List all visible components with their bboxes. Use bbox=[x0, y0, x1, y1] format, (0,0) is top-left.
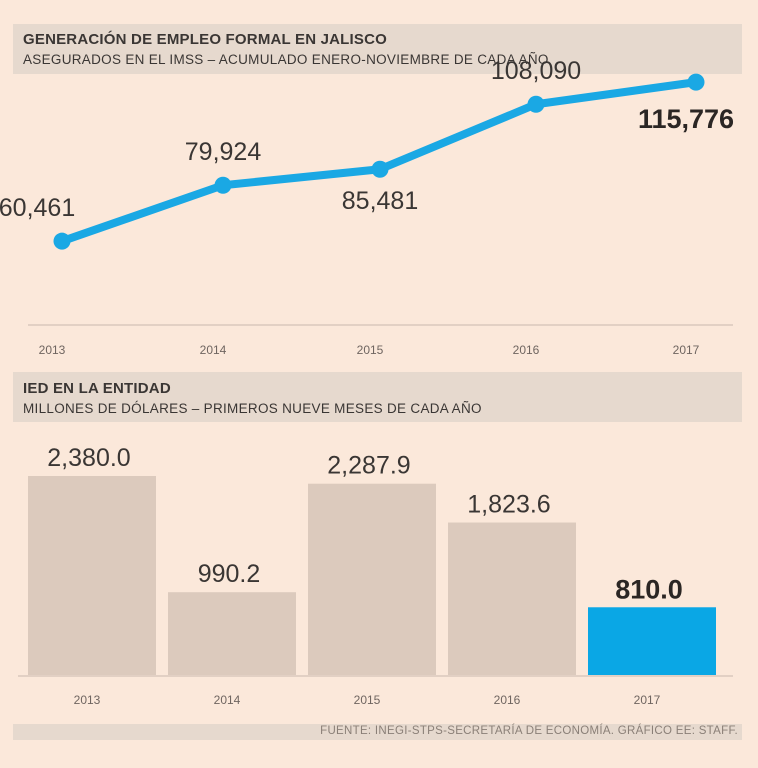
bar-year-tick: 2015 bbox=[354, 693, 381, 707]
bar-year-tick: 2017 bbox=[634, 693, 661, 707]
employment-point bbox=[687, 73, 705, 91]
line-chart: 60,461 2013 79,924 2014 85,481 2015 108,090 201… bbox=[0, 57, 734, 357]
employment-point bbox=[527, 95, 545, 113]
line-chart-header: GENERACIÓN DE EMPLEO FORMAL EN JALISCO A… bbox=[13, 24, 742, 74]
ied-bar bbox=[168, 592, 296, 675]
employment-point bbox=[53, 232, 71, 250]
line-year-tick: 2014 bbox=[200, 343, 227, 357]
ied-bar bbox=[588, 607, 716, 675]
bar-chart: 2,380.0 2013 990.2 2014 2,287.9 2015 1,823.6 20… bbox=[18, 444, 733, 707]
employment-value-label: 85,481 bbox=[342, 187, 418, 215]
bar-year-tick: 2014 bbox=[214, 693, 241, 707]
ied-value-label: 990.2 bbox=[198, 560, 261, 588]
line-chart-title: GENERACIÓN DE EMPLEO FORMAL EN JALISCO bbox=[23, 31, 388, 48]
employment-value-label: 115,776 bbox=[638, 104, 734, 134]
ied-value-label: 810.0 bbox=[615, 574, 683, 604]
ied-bar bbox=[308, 483, 436, 675]
ied-value-label: 2,287.9 bbox=[327, 452, 410, 480]
line-year-tick: 2017 bbox=[673, 343, 700, 357]
ied-bar bbox=[28, 476, 156, 675]
line-year-tick: 2013 bbox=[39, 343, 66, 357]
employment-point bbox=[371, 160, 389, 178]
ied-value-label: 1,823.6 bbox=[467, 491, 550, 519]
employment-value-label: 60,461 bbox=[0, 194, 75, 222]
line-chart-subtitle: ASEGURADOS EN EL IMSS – ACUMULADO ENERO-… bbox=[23, 52, 549, 67]
source-text: FUENTE: INEGI-STPS-SECRETARÍA DE ECONOMÍ… bbox=[320, 725, 738, 737]
ied-bar bbox=[448, 522, 576, 675]
bar-chart-subtitle: MILLONES DE DÓLARES – PRIMEROS NUEVE MES… bbox=[23, 401, 482, 416]
bar-year-tick: 2016 bbox=[494, 693, 521, 707]
employment-point bbox=[214, 176, 232, 194]
bar-chart-header: IED EN LA ENTIDAD MILLONES DE DÓLARES – … bbox=[13, 372, 742, 422]
bar-chart-title: IED EN LA ENTIDAD bbox=[23, 380, 171, 397]
employment-value-label: 108,090 bbox=[491, 57, 581, 85]
bar-year-tick: 2013 bbox=[74, 693, 101, 707]
source-footer: FUENTE: INEGI-STPS-SECRETARÍA DE ECONOMÍ… bbox=[13, 724, 742, 740]
employment-value-label: 79,924 bbox=[185, 138, 262, 166]
ied-value-label: 2,380.0 bbox=[47, 444, 130, 472]
line-year-tick: 2015 bbox=[357, 343, 384, 357]
line-year-tick: 2016 bbox=[513, 343, 540, 357]
